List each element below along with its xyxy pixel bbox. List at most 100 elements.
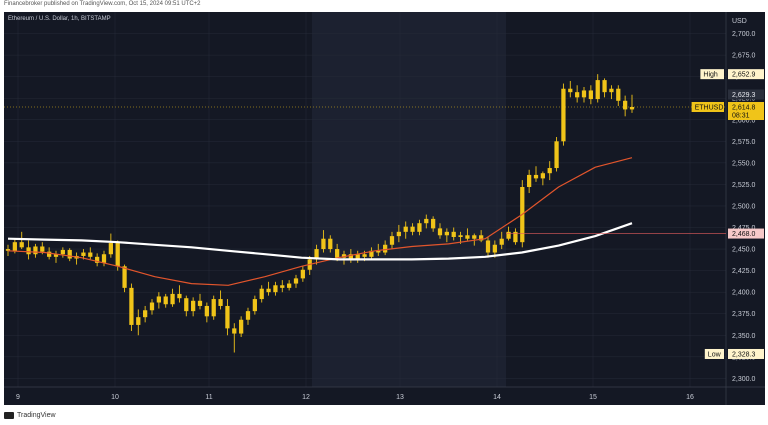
candle-body [403,226,408,232]
candle-body [197,300,203,306]
candle-body [122,266,127,288]
candle-body [143,310,148,318]
candle-body [67,249,72,259]
price-badge-value: 2,629.3 [732,92,755,99]
candle-body [616,88,621,101]
price-tick-label: 2,550.0 [732,160,755,167]
chart-title: Ethereum / U.S. Dollar, 1h, BITSTAMP [8,16,111,22]
tradingview-logo-icon [4,412,14,419]
candle-body [136,317,141,325]
tradingview-footer[interactable]: TradingView [4,412,56,419]
candle-body [280,285,285,288]
price-badge-name: ETHUSD [695,105,724,112]
price-tick-label: 2,300.0 [732,376,755,383]
candle-body [376,250,381,253]
price-badge-name: Low [708,351,722,358]
price-tick-label: 2,400.0 [732,290,755,297]
candlestick-chart[interactable]: 2,300.02,325.02,350.02,375.02,400.02,425… [4,12,765,405]
time-tick-label: 14 [493,394,501,401]
candle-body [383,244,388,253]
candle-body [5,249,11,251]
time-tick-label: 13 [396,394,404,401]
candle-body [88,252,93,257]
candle-body [424,218,429,224]
candle-body [348,254,353,260]
candle-body [252,299,257,312]
price-badge-name-bg [700,69,724,80]
candle-body [623,100,628,110]
candle-body [396,231,401,237]
tradingview-brand: TradingView [17,412,56,419]
price-badge-name-bg [691,102,724,112]
candle-body [156,296,161,303]
candle-body [547,168,552,174]
candle-body [177,293,182,299]
candle-body [60,249,65,255]
candle-body [417,223,422,232]
price-badge-countdown: 08:31 [732,113,750,120]
candle-body [19,242,24,248]
price-badge [728,228,764,239]
candle-body [341,254,347,258]
candle-body [533,174,539,179]
candle-body [410,226,415,232]
candle-body [47,251,52,257]
candle-body [273,285,278,293]
price-badge [728,102,764,120]
candle-body [465,235,470,239]
candle-body [184,298,189,312]
candle-body [513,231,518,243]
candle-body [81,252,86,256]
candle-body [115,243,120,267]
candle-body [149,302,155,311]
candle-body [561,88,566,142]
candle-body [314,249,319,260]
price-badge [728,348,764,359]
candle-body [458,235,463,237]
candle-body [362,254,367,257]
highlight-band [312,12,506,387]
price-tick-label: 2,425.0 [732,268,755,275]
candle-body [232,328,237,334]
candle-body [218,299,223,306]
price-badge-value: 2,468.0 [732,231,755,238]
candle-body [266,288,271,293]
time-tick-label: 15 [589,394,597,401]
candle-body [335,249,340,258]
candle-body [12,242,17,251]
candle-body [108,243,113,255]
ma-slow-line [7,222,633,261]
candle-body [568,88,573,93]
published-caption: Financebroker published on TradingView.c… [4,1,201,7]
candle-body [431,218,436,229]
candle-body [609,88,614,93]
time-tick-label: 16 [686,394,694,401]
candle-body [479,235,484,241]
candle-body [321,238,326,250]
candle-body [245,311,251,320]
candle-body [163,296,168,305]
time-tick-label: 12 [302,394,310,401]
candle-body [588,90,593,100]
chart-panel[interactable]: 2,300.02,325.02,350.02,375.02,400.02,425… [4,12,765,405]
candle-body [575,92,580,98]
candle-body [300,269,305,279]
candle-body [204,305,209,317]
candle-body [328,238,333,250]
price-badge-name-bg [704,348,724,359]
time-tick-label: 10 [111,394,119,401]
price-tick-label: 2,350.0 [732,333,755,340]
price-tick-label: 2,675.0 [732,53,755,60]
price-tick-label: 2,700.0 [732,31,755,38]
time-tick-label: 9 [16,394,20,401]
candle-body [170,293,175,305]
candle-body [211,299,216,317]
candle-body [451,231,456,237]
candle-body [595,80,600,100]
candle-body [499,238,504,245]
candle-body [369,250,374,257]
price-badge-value: 2,328.3 [732,351,755,358]
candle-body [191,300,196,312]
time-tick-label: 11 [205,394,212,401]
price-badge-name: High [703,72,718,79]
